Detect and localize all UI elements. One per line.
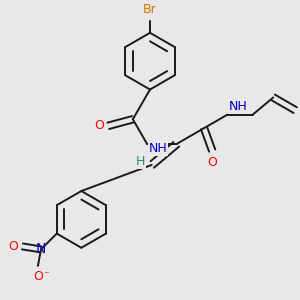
Text: H: H	[136, 155, 145, 168]
Text: Br: Br	[143, 3, 157, 16]
Text: NH: NH	[148, 142, 167, 155]
Text: ⁻: ⁻	[43, 270, 49, 280]
Text: O: O	[207, 156, 217, 169]
Text: O: O	[9, 240, 19, 253]
Text: O: O	[94, 119, 104, 132]
Text: O: O	[33, 270, 43, 283]
Text: N: N	[36, 242, 46, 256]
Text: NH: NH	[229, 100, 248, 113]
